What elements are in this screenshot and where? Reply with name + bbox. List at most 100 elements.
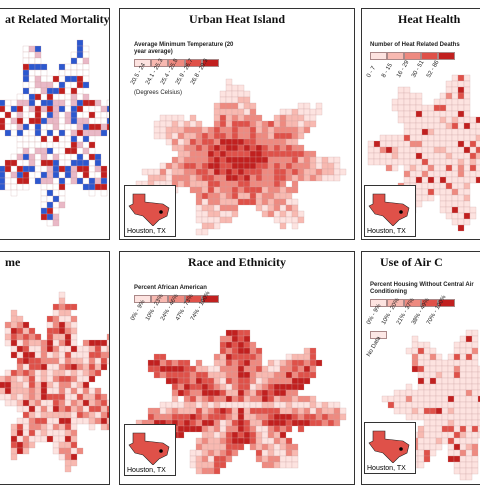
tract-cell bbox=[423, 407, 431, 415]
tract-cell bbox=[28, 399, 36, 407]
tract-cell bbox=[421, 110, 429, 118]
tract-cell bbox=[415, 152, 423, 160]
tract-cell bbox=[183, 174, 191, 182]
tract-cell bbox=[243, 96, 251, 104]
tract-cell bbox=[94, 153, 102, 161]
tract-cell bbox=[34, 399, 42, 407]
tract-cell bbox=[28, 375, 36, 383]
tract-cell bbox=[76, 63, 84, 71]
tract-cell bbox=[423, 455, 431, 463]
tract-cell bbox=[225, 216, 233, 224]
tract-cell bbox=[243, 341, 251, 349]
tract-cell bbox=[261, 126, 269, 134]
tract-cell bbox=[213, 437, 221, 445]
tract-cell bbox=[58, 129, 66, 137]
tract-cell bbox=[219, 413, 227, 421]
tract-cell bbox=[64, 411, 72, 419]
tract-cell bbox=[279, 216, 287, 224]
tract-cell bbox=[52, 111, 60, 119]
tract-cell bbox=[22, 141, 30, 149]
tract-cell bbox=[46, 135, 54, 143]
tract-cell bbox=[4, 369, 12, 377]
tract-cell bbox=[459, 425, 467, 433]
tract-cell bbox=[195, 383, 203, 391]
tract-cell bbox=[231, 192, 239, 200]
tract-cell bbox=[465, 473, 473, 481]
tract-cell bbox=[385, 158, 393, 166]
texas-inset-map: Houston, TX bbox=[124, 185, 176, 237]
tract-cell bbox=[291, 371, 299, 379]
tract-cell bbox=[273, 365, 281, 373]
tract-cell bbox=[64, 405, 72, 413]
tract-cell bbox=[88, 99, 96, 107]
tract-cell bbox=[435, 389, 443, 397]
tract-cell bbox=[106, 339, 109, 347]
tract-cell bbox=[261, 186, 269, 194]
tract-cell bbox=[10, 339, 18, 347]
tract-cell bbox=[201, 401, 209, 409]
tract-cell bbox=[16, 129, 24, 137]
tract-cell bbox=[451, 218, 459, 226]
tract-cell bbox=[333, 168, 341, 176]
tract-cell bbox=[46, 147, 54, 155]
tract-cell bbox=[315, 108, 323, 116]
tract-cell bbox=[70, 447, 78, 455]
tract-cell bbox=[273, 210, 281, 218]
tract-cell bbox=[70, 327, 78, 335]
tract-cell bbox=[201, 186, 209, 194]
tract-cell bbox=[4, 171, 12, 179]
tract-cell bbox=[237, 108, 245, 116]
tract-cell bbox=[303, 353, 311, 361]
tract-cell bbox=[237, 335, 245, 343]
tract-cell bbox=[261, 150, 269, 158]
tract-cell bbox=[70, 435, 78, 443]
tract-cell bbox=[465, 437, 473, 445]
tract-cell bbox=[64, 117, 72, 125]
tract-cell bbox=[471, 371, 479, 379]
tract-cell bbox=[231, 437, 239, 445]
tract-cell bbox=[225, 413, 233, 421]
tract-cell bbox=[225, 341, 233, 349]
tract-cell bbox=[171, 120, 179, 128]
tract-cell bbox=[34, 57, 42, 65]
tract-cell bbox=[64, 159, 72, 167]
tract-cell bbox=[231, 401, 239, 409]
tract-cell bbox=[303, 365, 311, 373]
panel-heat-health: Heat Health Number of Heat Related Death… bbox=[361, 8, 480, 240]
tract-cell bbox=[213, 180, 221, 188]
tract-cell bbox=[82, 351, 90, 359]
tract-cell bbox=[58, 363, 66, 371]
tract-cell bbox=[421, 128, 429, 136]
tract-cell bbox=[409, 176, 417, 184]
tract-cell bbox=[261, 138, 269, 146]
tract-cell bbox=[28, 111, 36, 119]
tract-cell bbox=[417, 449, 425, 457]
tract-cell bbox=[421, 170, 429, 178]
tract-cell bbox=[195, 377, 203, 385]
tract-cell bbox=[70, 375, 78, 383]
tract-cell bbox=[70, 429, 78, 437]
tract-cell bbox=[397, 140, 405, 148]
tract-cell bbox=[46, 93, 54, 101]
tract-cell bbox=[70, 99, 78, 107]
tract-cell bbox=[70, 105, 78, 113]
tract-cell bbox=[64, 339, 72, 347]
tract-cell bbox=[64, 357, 72, 365]
tract-cell bbox=[16, 159, 24, 167]
tract-cell bbox=[457, 152, 465, 160]
tract-cell bbox=[28, 99, 36, 107]
tract-cell bbox=[285, 365, 293, 373]
tract-cell bbox=[219, 156, 227, 164]
tract-cell bbox=[255, 449, 263, 457]
tract-cell bbox=[261, 449, 269, 457]
tract-cell bbox=[58, 165, 66, 173]
tract-cell bbox=[309, 401, 317, 409]
tract-cell bbox=[171, 174, 179, 182]
tract-cell bbox=[58, 159, 66, 167]
tract-cell bbox=[34, 129, 42, 137]
tract-cell bbox=[159, 114, 167, 122]
tract-cell bbox=[415, 104, 423, 112]
tract-cell bbox=[40, 159, 48, 167]
tract-cell bbox=[327, 174, 335, 182]
tract-cell bbox=[16, 135, 24, 143]
